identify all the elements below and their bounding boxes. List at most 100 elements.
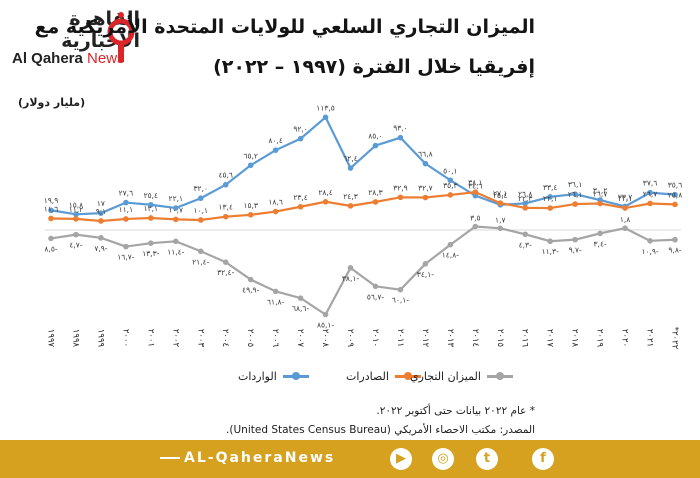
balance-point	[647, 238, 653, 244]
exports-data-label: ١٢,١	[144, 204, 158, 213]
imports-data-label: ١١٣,٥	[316, 103, 335, 112]
imports-point	[197, 195, 204, 202]
legend-exports-label: الصادرات	[346, 370, 389, 383]
youtube-icon[interactable]: ▶	[390, 448, 412, 470]
balance-point	[472, 223, 479, 230]
chart-legend: الواردات الصادرات الميزان التجاري	[0, 370, 700, 394]
legend-imports: الواردات	[238, 370, 309, 383]
legend-exports-swatch	[394, 372, 421, 380]
exports-point	[522, 205, 529, 211]
imports-point	[647, 189, 653, 196]
x-tick-label: ٢٠١٦	[520, 329, 530, 348]
balance-point	[123, 243, 129, 250]
balance-data-label: ٨٥,١-	[317, 321, 334, 330]
note-2022: * عام ٢٠٢٢ بيانات حتى أكتوبر ٢٠٢٢.	[376, 405, 535, 417]
imports-point	[173, 205, 179, 211]
exports-data-label: ٣٢,٩	[393, 183, 407, 192]
imports-point	[272, 147, 279, 153]
imports-data-label: ٣٠,٢	[593, 186, 607, 195]
legend-imports-label: الواردات	[238, 370, 277, 383]
exports-line	[50, 191, 676, 223]
balance-data-label: ١٦,٧-	[117, 253, 134, 262]
legend-balance: الميزان التجاري	[410, 370, 513, 383]
balance-point	[73, 231, 79, 238]
x-tick-label: *٢٠٢٢	[670, 327, 680, 350]
x-tick-label: ٢٠٠٠	[120, 329, 130, 347]
exports-point	[272, 208, 279, 215]
imports-data-label: ١٩,٩	[44, 196, 58, 205]
exports-data-label: ٢٢,١	[543, 194, 557, 203]
facebook-icon[interactable]: f	[532, 448, 554, 470]
balance-data-label: ١٠,٩-	[641, 247, 658, 256]
imports-point	[48, 207, 54, 214]
balance-data-label: ٣٨,١-	[342, 274, 359, 283]
x-tick-label: ٢٠١٩	[595, 329, 605, 348]
imports-point	[347, 165, 354, 171]
exports-data-label: ١٠,٧	[169, 205, 183, 214]
imports-point	[672, 191, 678, 198]
exports-point	[148, 215, 154, 221]
exports-point	[672, 201, 678, 208]
exports-data-label: ٢٧,١	[493, 189, 507, 198]
balance-point	[297, 295, 304, 301]
balance-point	[522, 231, 529, 238]
imports-data-label: ٢٢,١	[169, 194, 183, 203]
balance-point	[572, 236, 578, 243]
exports-data-label: ١٥,٣	[243, 201, 257, 210]
balance-line	[50, 225, 676, 317]
chart-title-line1: الميزان التجاري السلعي للولايات المتحدة …	[34, 16, 535, 38]
balance-point	[247, 276, 254, 283]
exports-point	[547, 205, 553, 211]
imports-point	[372, 142, 379, 149]
balance-point	[447, 241, 454, 248]
balance-data-label: ٦٨,٦-	[292, 304, 309, 313]
exports-point	[372, 199, 379, 205]
balance-point	[497, 225, 504, 232]
balance-data-label: ١٤,٨-	[442, 251, 459, 260]
balance-point	[372, 283, 379, 290]
x-tick-label: ٢٠١٣	[445, 329, 455, 348]
balance-data-label: ٦٠,١-	[392, 296, 409, 305]
balance-data-label: ٩,٨-	[668, 246, 681, 255]
twitter-icon[interactable]: t	[476, 448, 498, 470]
exports-data-label: ٣٥,٣	[443, 181, 457, 190]
imports-data-label: ٩٢,٠	[293, 125, 307, 134]
imports-point	[73, 211, 79, 218]
balance-point	[197, 248, 204, 255]
balance-point	[173, 238, 179, 245]
imports-data-label: ١٧	[97, 199, 105, 208]
imports-data-label: ٢٦,٨	[518, 189, 532, 198]
x-tick-label: ٢٠٠١	[145, 329, 155, 347]
imports-point	[397, 134, 404, 141]
imports-point	[222, 181, 229, 188]
x-tick-label: ٢٠١١	[395, 329, 405, 347]
balance-point	[148, 240, 154, 247]
balance-point	[672, 236, 678, 243]
imports-data-label: ٣٤,٦	[468, 182, 482, 191]
imports-point	[98, 210, 104, 216]
legend-imports-swatch	[282, 372, 309, 380]
imports-data-label: ٤٥,٦	[218, 171, 232, 180]
imports-point	[522, 200, 529, 207]
x-tick-label: ٢٠٢٠	[620, 329, 630, 347]
balance-point	[547, 238, 553, 245]
x-tick-label: ٢٠١٧	[545, 329, 555, 348]
exports-point	[173, 216, 179, 223]
instagram-icon[interactable]: ◎	[432, 448, 454, 470]
imports-point	[422, 160, 429, 167]
exports-data-label: ١٨,٦	[268, 198, 282, 207]
exports-data-label: ٢٣,٤	[293, 193, 307, 202]
exports-point	[48, 215, 54, 222]
chart-notes: * عام ٢٠٢٢ بيانات حتى أكتوبر ٢٠٢٢. المصد…	[226, 402, 535, 440]
balance-data-label: ٤,٣-	[519, 240, 532, 249]
balance-data-label: ٥٦,٧-	[367, 292, 384, 301]
imports-data-label: ٣٣,٤	[543, 183, 557, 192]
footer-bar: AL-QaheraNews ▶ ◎ t f	[0, 440, 700, 478]
exports-point	[347, 203, 354, 209]
balance-point	[222, 259, 229, 265]
exports-data-label: ٢٨,٤	[318, 188, 332, 197]
imports-data-label: ٢٧,٦	[119, 189, 133, 198]
balance-data-label: ٣,٥	[470, 214, 480, 223]
